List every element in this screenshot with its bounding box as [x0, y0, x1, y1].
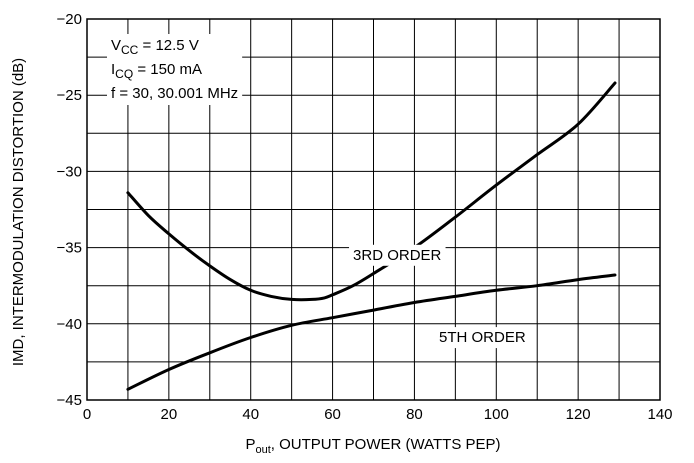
- series-label: 3RD ORDER: [349, 244, 446, 266]
- x-tick-label: 40: [242, 406, 259, 423]
- tick-labels: 0 20 40 60 80 100 120 140 −20 −25 −30 −35 −40 −45: [57, 11, 673, 423]
- test-conditions: VCC = 12.5 V ICQ = 150 mA f = 30, 30.001 M…: [111, 37, 238, 102]
- condition-line: f = 30, 30.001 MHz: [111, 85, 238, 102]
- x-tick-label: 60: [324, 406, 341, 423]
- y-axis-title: IMD, INTERMODULATION DISTORTION (dB): [10, 58, 27, 366]
- x-tick-label: 120: [566, 406, 591, 423]
- x-tick-label: 140: [647, 406, 672, 423]
- series-line-3rd-order: [126, 81, 617, 302]
- x-axis-title: Pout, OUTPUT POWER (WATTS PEP): [245, 436, 500, 456]
- condition-line: VCC = 12.5 V: [111, 37, 199, 57]
- x-tick-label: 0: [83, 406, 91, 423]
- svg-text:5TH ORDER: 5TH ORDER: [439, 329, 526, 346]
- y-tick-label: −30: [57, 163, 82, 180]
- conditions-box: [107, 34, 243, 105]
- x-tick-label: 80: [406, 406, 423, 423]
- plot-frame: [86, 18, 661, 401]
- y-tick-label: −25: [57, 87, 82, 104]
- y-tick-label: −45: [57, 392, 82, 409]
- series-lines: [126, 81, 617, 391]
- x-axis-title-rest: , OUTPUT POWER (WATTS PEP): [271, 436, 501, 453]
- condition-line: ICQ = 150 mA: [111, 61, 202, 81]
- y-tick-label: −20: [57, 11, 82, 28]
- svg-text:3RD ORDER: 3RD ORDER: [353, 247, 442, 264]
- x-tick-label: 100: [484, 406, 509, 423]
- x-axis-title-main: P: [245, 436, 255, 453]
- x-tick-label: 20: [161, 406, 178, 423]
- series-labels: 3RD ORDER 5TH ORDER: [349, 244, 530, 349]
- series-line-5th-order: [126, 273, 617, 391]
- x-axis-title-sub: out: [255, 444, 270, 456]
- y-tick-label: −40: [57, 316, 82, 333]
- series-label: 5TH ORDER: [434, 327, 530, 349]
- y-tick-label: −35: [57, 240, 82, 257]
